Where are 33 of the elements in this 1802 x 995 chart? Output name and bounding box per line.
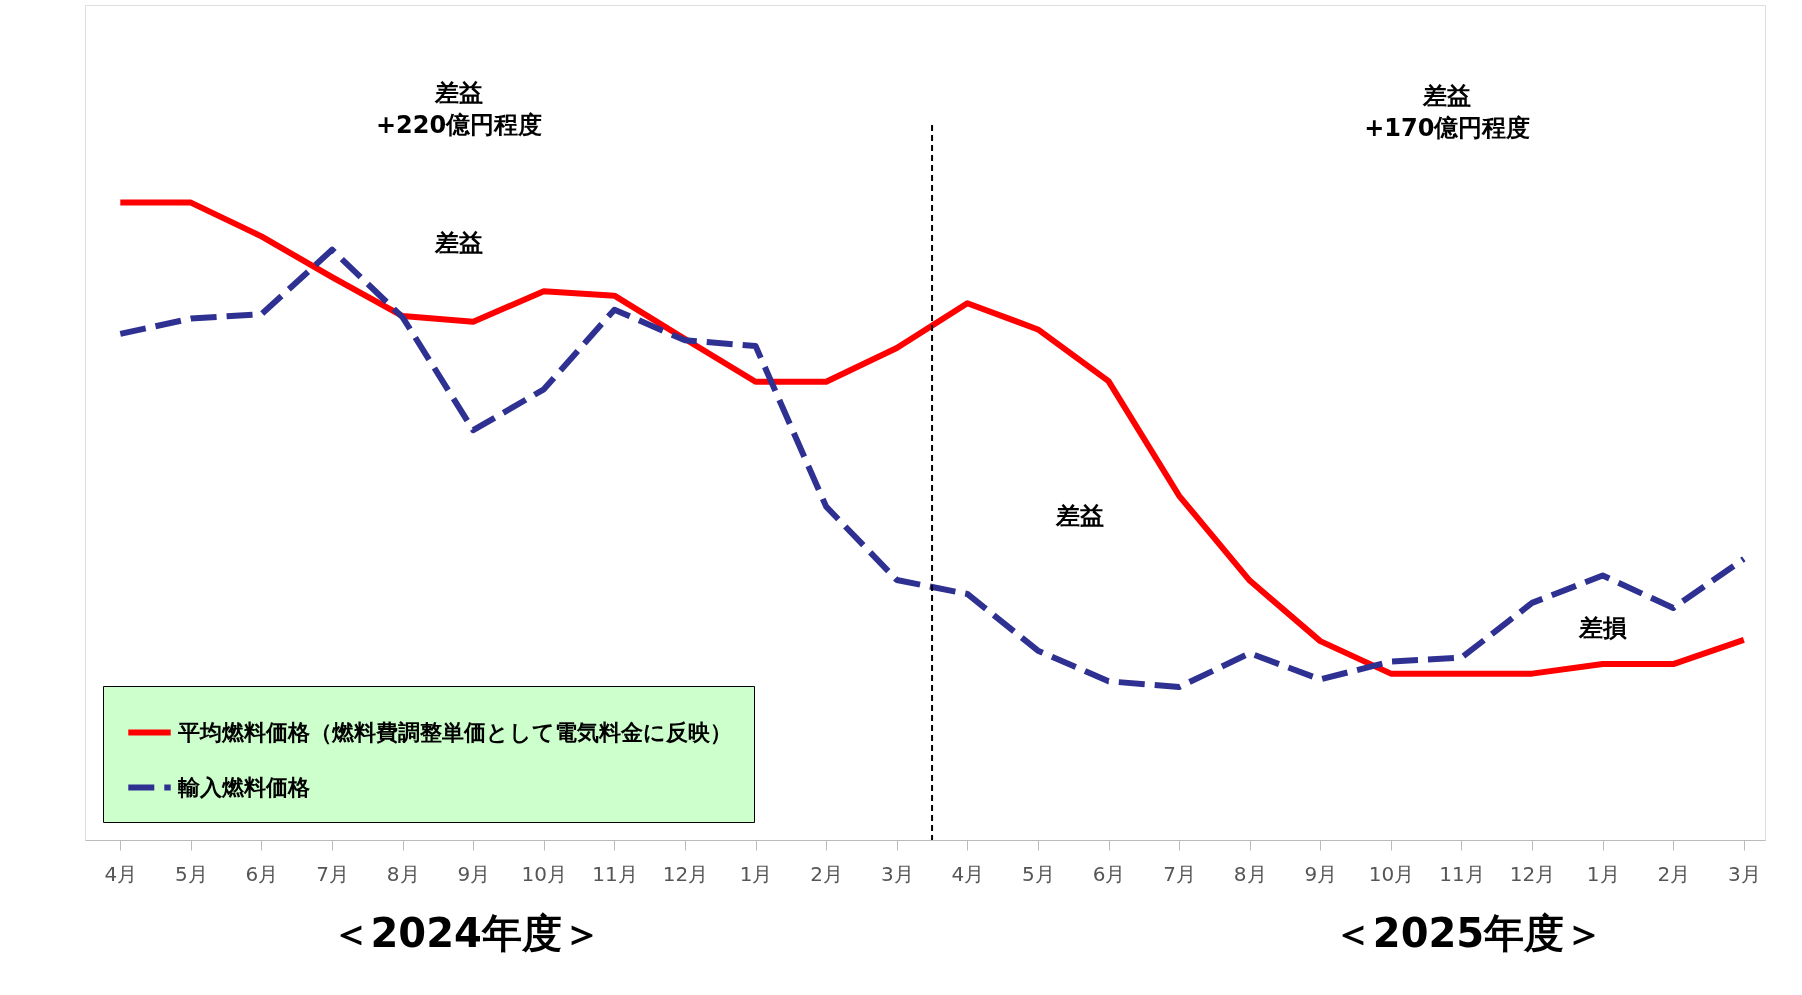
x-tick-label: 4月 [951, 861, 985, 886]
legend-label: 輸入燃料価格 [177, 774, 311, 800]
x-tick-label: 11月 [1439, 861, 1485, 886]
text: ＜2024年度＞ [330, 910, 602, 956]
x-tick-label: 10月 [1368, 861, 1415, 886]
x-tick-label: 8月 [386, 861, 420, 886]
x-tick-label: 1月 [739, 861, 773, 886]
x-tick-label: 5月 [1022, 861, 1055, 886]
x-tick-label: 1月 [1586, 861, 1620, 886]
x-tick-label: 9月 [457, 861, 491, 886]
x-tick-label: 4月 [104, 861, 138, 886]
x-tick-label: 2月 [1657, 861, 1691, 886]
x-tick-label: 6月 [245, 861, 279, 886]
x-tick-label: 10月 [521, 861, 568, 886]
x-tick-label: 7月 [316, 861, 349, 886]
x-tick-label: 12月 [1509, 861, 1556, 886]
x-tick-label: 6月 [1092, 861, 1126, 886]
annotation: 差損 [1577, 614, 1627, 643]
x-tick-label: 3月 [880, 861, 914, 886]
x-tick-label: 11月 [592, 861, 638, 886]
x-tick-label: 7月 [1163, 861, 1196, 886]
x-tick-label: 12月 [662, 861, 709, 886]
legend-label: 平均燃料価格（燃料費調整単価として電気料金に反映） [177, 719, 732, 745]
x-tick-label: 5月 [175, 861, 208, 886]
text: ＜2025年度＞ [1332, 910, 1605, 956]
text: 差益 +220億円程度 [376, 79, 543, 140]
text: 差益 +170億円程度 [1364, 82, 1531, 143]
x-tick-label: 8月 [1233, 861, 1267, 886]
x-tick-label: 2月 [810, 861, 844, 886]
x-tick-label: 3月 [1727, 861, 1761, 886]
x-tick-label: 9月 [1304, 861, 1338, 886]
annotation: 差益 [1055, 502, 1105, 531]
annotation: 差益 [434, 229, 484, 258]
